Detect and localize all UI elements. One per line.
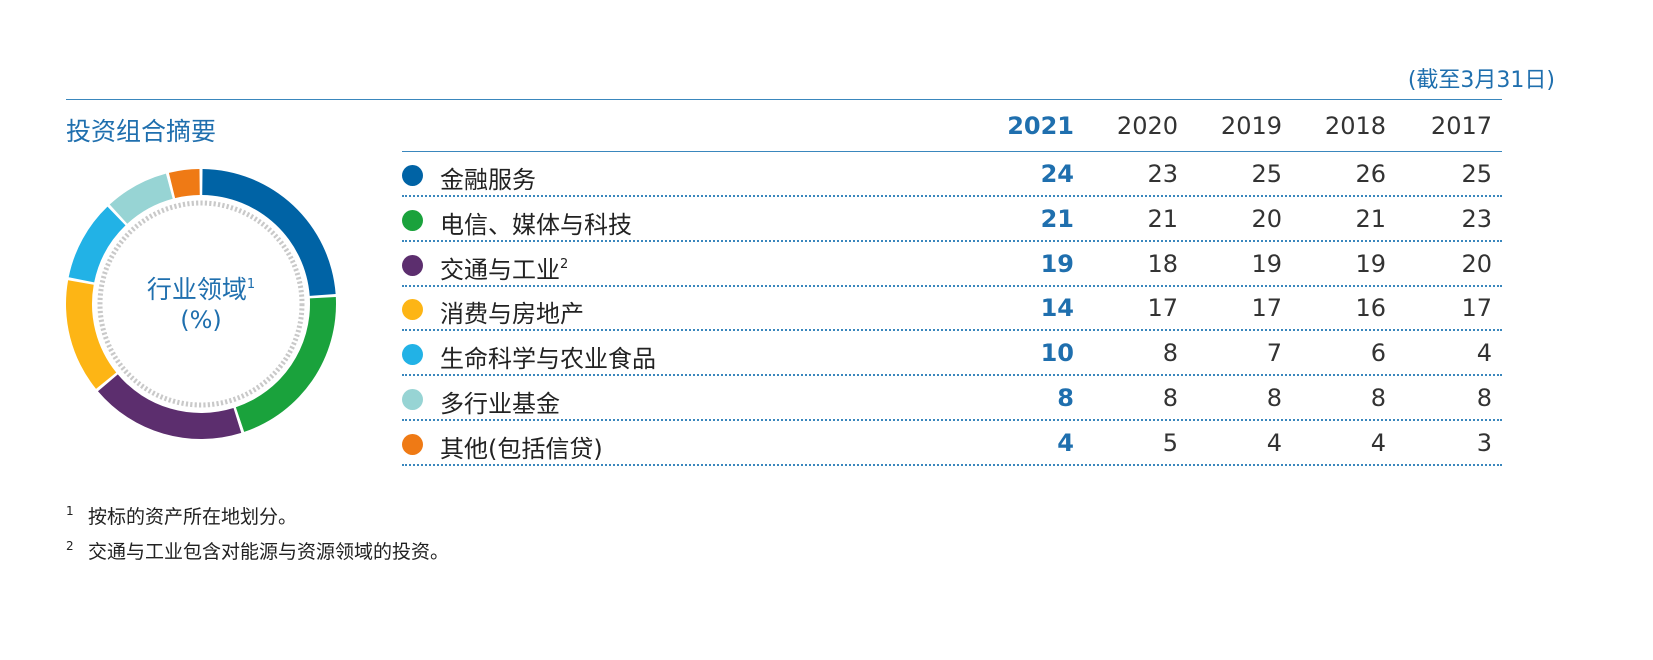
year-header-2020: 2020 <box>1116 112 1178 140</box>
sector-donut-chart <box>65 169 336 439</box>
row-separator <box>402 195 1502 197</box>
year-header-2017: 2017 <box>1430 112 1492 140</box>
table-row: 生命科学与农业食品 10 8 7 6 4 <box>402 332 1502 377</box>
sector-label: 生命科学与农业食品 <box>440 345 656 374</box>
row-separator <box>402 374 1502 377</box>
sector-label: 消费与房地产 <box>440 300 584 329</box>
value-cell-2018: 19 <box>1355 249 1386 278</box>
sector-label: 电信、媒体与科技 <box>440 210 632 239</box>
value-cell-2020: 8 <box>1162 384 1178 412</box>
donut-slice <box>65 280 117 389</box>
footnote-number: 2 <box>66 539 74 553</box>
value-cell-2017: 17 <box>1461 294 1492 323</box>
table-row: 交通与工业2 19 18 19 19 20 <box>402 243 1502 287</box>
donut-slice <box>235 297 336 432</box>
footnote-number: 1 <box>66 504 74 518</box>
sector-label: 金融服务 <box>440 166 536 194</box>
value-cell-2017: 23 <box>1461 204 1492 233</box>
value-cell-2018: 21 <box>1355 204 1386 233</box>
donut-slice <box>97 374 242 439</box>
row-separator <box>402 284 1502 287</box>
value-cell-2020: 21 <box>1147 204 1178 233</box>
value-cell-2020: 8 <box>1162 339 1178 368</box>
donut-center-label: 行业领域1 <box>146 275 256 304</box>
value-cell-2019: 4 <box>1266 428 1282 457</box>
legend-dot <box>402 433 423 455</box>
value-cell-2021: 21 <box>1040 204 1074 233</box>
as-of-date: (截至3月31日) <box>1407 68 1555 93</box>
year-header-2019: 2019 <box>1220 112 1282 140</box>
sector-label: 其他(包括信贷) <box>440 434 603 463</box>
donut-slice <box>202 169 336 296</box>
value-cell-2021: 8 <box>1057 384 1074 412</box>
value-cell-2018: 8 <box>1370 384 1386 412</box>
value-cell-2018: 26 <box>1355 160 1386 188</box>
year-header-2021: 2021 <box>1007 112 1074 140</box>
value-cell-2019: 20 <box>1251 204 1282 233</box>
footnote-1: 1 按标的资产所在地划分。 <box>66 502 297 529</box>
footnote-text: 交通与工业包含对能源与资源领域的投资。 <box>88 541 450 563</box>
table-row: 消费与房地产 14 17 17 16 17 <box>402 287 1502 332</box>
value-cell-2018: 16 <box>1355 294 1386 323</box>
value-cell-2021: 4 <box>1057 428 1074 457</box>
donut-slice <box>168 169 200 199</box>
value-cell-2018: 6 <box>1370 339 1386 368</box>
value-cell-2021: 19 <box>1040 249 1074 278</box>
section-title: 投资组合摘要 <box>66 117 217 146</box>
footnote-ref: 2 <box>560 256 569 272</box>
value-cell-2017: 20 <box>1461 249 1492 278</box>
value-cell-2017: 3 <box>1476 428 1492 457</box>
table-row: 金融服务 24 23 25 26 25 <box>402 153 1502 197</box>
value-cell-2020: 17 <box>1147 294 1178 323</box>
table-row: 其他(包括信贷) 4 5 4 4 3 <box>402 422 1502 466</box>
year-header-2018: 2018 <box>1324 112 1386 140</box>
footnote-2: 2 交通与工业包含对能源与资源领域的投资。 <box>66 537 449 564</box>
sector-label: 交通与工业2 <box>440 255 569 284</box>
row-separator <box>402 419 1502 421</box>
value-cell-2017: 8 <box>1476 384 1492 412</box>
donut-inner-dotted-ring <box>97 200 305 408</box>
value-cell-2021: 14 <box>1040 294 1074 323</box>
legend-dot <box>402 209 423 231</box>
value-cell-2018: 4 <box>1370 428 1386 457</box>
top-rule <box>66 99 1502 100</box>
value-cell-2017: 4 <box>1476 339 1492 368</box>
legend-dot <box>402 389 423 410</box>
row-separator <box>402 463 1502 466</box>
donut-unit-label: (%) <box>180 306 222 334</box>
sector-label: 多行业基金 <box>440 390 560 418</box>
value-cell-2019: 19 <box>1251 249 1282 278</box>
value-cell-2019: 17 <box>1251 294 1282 323</box>
value-cell-2017: 25 <box>1461 160 1492 188</box>
donut-slice <box>68 206 126 283</box>
table-row: 电信、媒体与科技 21 21 20 21 23 <box>402 198 1502 242</box>
legend-dot <box>402 165 423 186</box>
value-cell-2020: 23 <box>1147 160 1178 188</box>
row-separator <box>402 239 1502 242</box>
value-cell-2019: 8 <box>1266 384 1282 412</box>
legend-dot <box>402 344 423 366</box>
footnote-text: 按标的资产所在地划分。 <box>88 506 298 528</box>
value-cell-2021: 24 <box>1040 160 1074 188</box>
table-row: 多行业基金 8 8 8 8 8 <box>402 377 1502 421</box>
value-cell-2021: 10 <box>1040 339 1074 368</box>
legend-dot <box>402 299 423 321</box>
value-cell-2019: 7 <box>1266 339 1282 368</box>
value-cell-2019: 25 <box>1251 160 1282 188</box>
row-separator <box>402 329 1502 332</box>
value-cell-2020: 5 <box>1162 428 1178 457</box>
header-rule <box>402 151 1502 152</box>
legend-dot <box>402 254 423 276</box>
donut-footnote-ref: 1 <box>246 277 256 292</box>
value-cell-2020: 18 <box>1147 249 1178 278</box>
donut-slice <box>109 173 173 224</box>
